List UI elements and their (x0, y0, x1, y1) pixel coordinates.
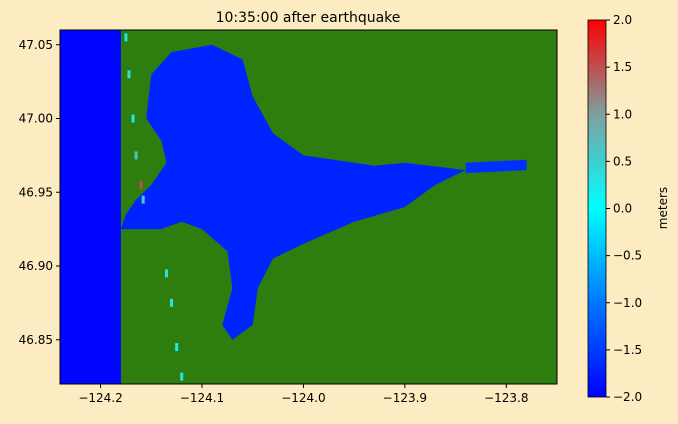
plot-frame (59, 29, 558, 385)
colorbar-tick-label: −2.0 (613, 390, 642, 404)
shoreline-mark (131, 114, 135, 123)
x-tick-label: −124.1 (180, 391, 224, 405)
shoreline-mark (175, 343, 179, 352)
shoreline-mark (180, 372, 184, 381)
y-tick-label: 47.00 (19, 112, 53, 126)
shoreline-mark (124, 33, 128, 42)
colorbar-tick-label: 1.5 (613, 60, 632, 74)
x-tick-label: −124.2 (78, 391, 122, 405)
x-tick-label: −124.0 (281, 391, 325, 405)
colorbar-tick-label: 0.5 (613, 154, 632, 168)
shoreline-mark (127, 70, 131, 79)
shoreline-mark (165, 269, 168, 278)
shoreline-mark (134, 151, 138, 160)
water-region-chehalis-river (465, 159, 527, 174)
x-tick-label: −123.8 (484, 391, 528, 405)
colorbar-tick-label: 0.0 (613, 202, 632, 216)
chart-title: 10:35:00 after earthquake (216, 10, 401, 26)
colorbar (587, 19, 607, 398)
colorbar-tick-label: 2.0 (613, 13, 632, 27)
colorbar-tick-label: −0.5 (613, 249, 642, 263)
y-tick-label: 46.90 (19, 259, 53, 273)
colorbar-tick-label: −1.0 (613, 296, 642, 310)
y-tick-label: 47.05 (19, 38, 53, 52)
x-axis: −124.2 −124.1 −124.0 −123.9 −123.8 (78, 384, 528, 405)
y-tick-label: 46.95 (19, 185, 53, 199)
water-region-ocean (60, 30, 121, 384)
colorbar-label: meters (656, 187, 670, 229)
water-region-grays-harbor-bay (120, 44, 466, 340)
colorbar-axis: 2.0 1.5 1.0 0.5 0.0 −0.5 −1.0 −1.5 −2.0 (606, 13, 642, 404)
colorbar-tick-label: −1.5 (613, 343, 642, 357)
plot-area (60, 30, 557, 384)
shoreline-mark (141, 195, 145, 204)
colorbar-tick-label: 1.0 (613, 107, 632, 121)
shoreline-mark (139, 180, 143, 189)
shoreline-mark (170, 298, 174, 307)
y-axis: 46.85 46.90 46.95 47.00 47.05 (19, 38, 60, 347)
x-tick-label: −123.9 (383, 391, 427, 405)
y-tick-label: 46.85 (19, 333, 53, 347)
